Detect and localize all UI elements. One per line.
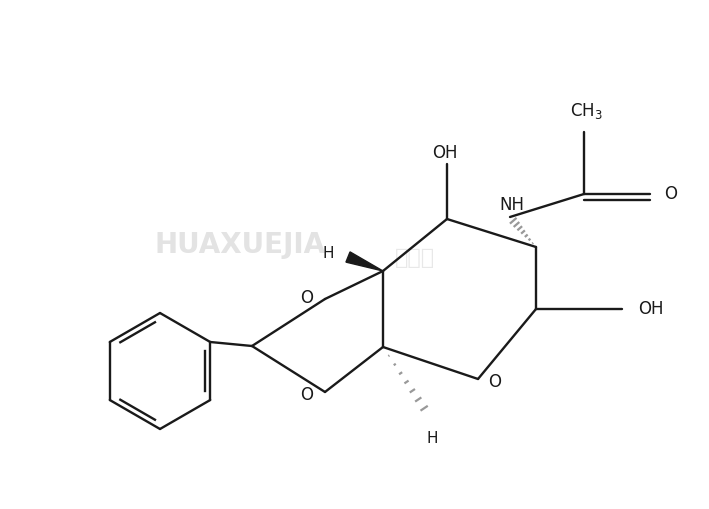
Text: H: H xyxy=(323,246,334,261)
Text: OH: OH xyxy=(638,299,664,318)
Text: O: O xyxy=(488,372,501,390)
Text: O: O xyxy=(664,185,677,203)
Polygon shape xyxy=(346,252,383,271)
Text: CH$_3$: CH$_3$ xyxy=(569,101,603,121)
Text: H: H xyxy=(426,430,437,445)
Text: O: O xyxy=(300,385,313,403)
Text: O: O xyxy=(300,289,313,306)
Text: 化学加: 化学加 xyxy=(395,247,435,267)
Text: OH: OH xyxy=(432,144,458,162)
Text: HUAXUEJIA: HUAXUEJIA xyxy=(155,231,325,259)
Text: NH: NH xyxy=(500,195,525,214)
